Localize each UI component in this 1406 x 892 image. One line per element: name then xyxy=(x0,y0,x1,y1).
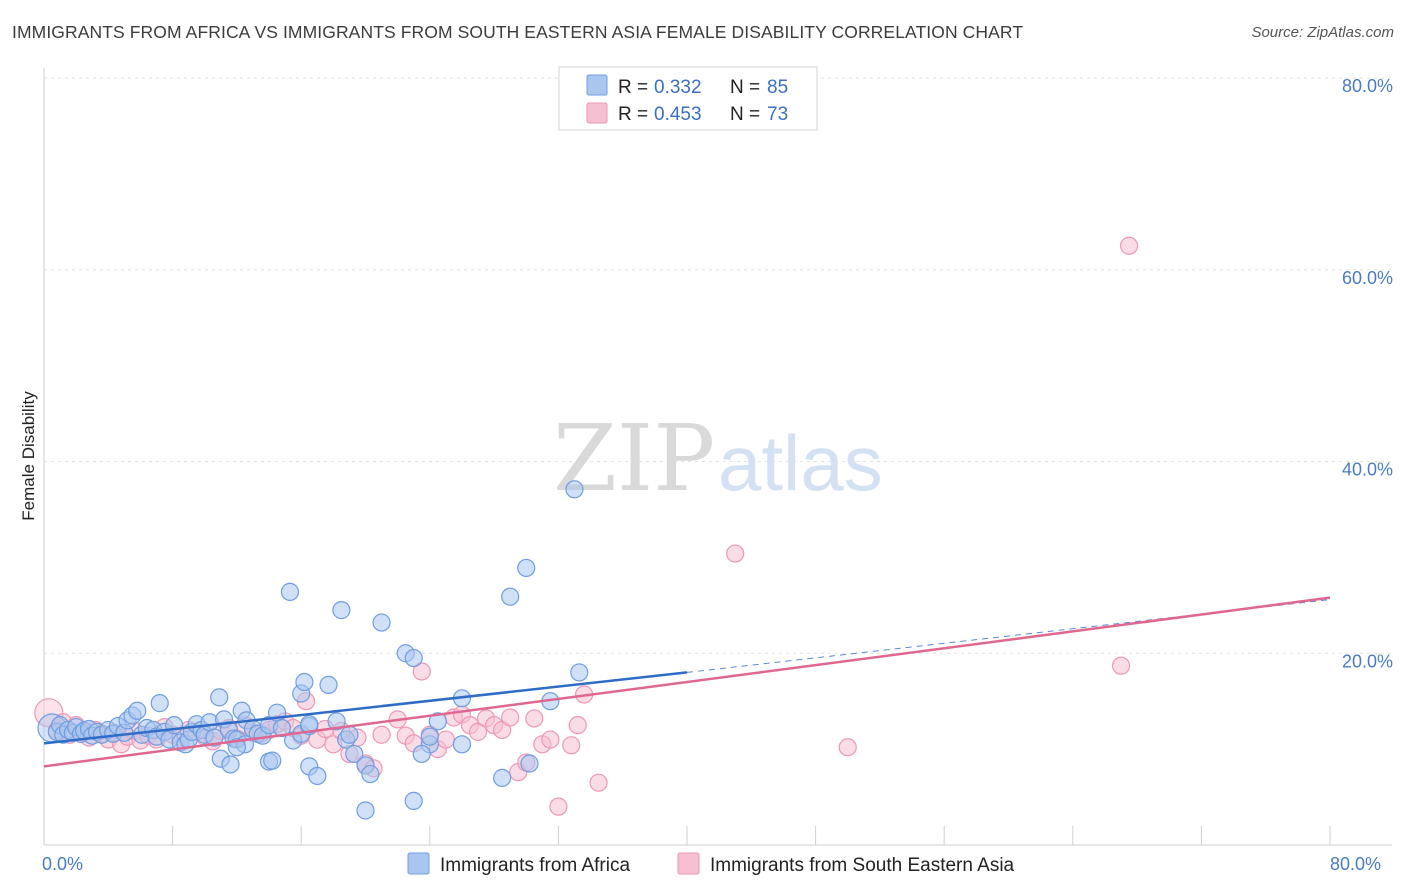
sea-data-point xyxy=(568,716,587,735)
africa-r-value: 0.332 xyxy=(654,77,702,98)
watermark: ZIP atlas xyxy=(553,405,883,512)
africa-data-point xyxy=(319,675,338,694)
africa-data-point xyxy=(356,801,375,820)
sea-data-point xyxy=(501,708,520,727)
sea-n-label: N = xyxy=(730,104,760,125)
y-tick-label: 40.0% xyxy=(1342,460,1393,480)
sea-data-point xyxy=(549,797,568,816)
legend-sea-swatch xyxy=(677,852,700,875)
africa-legend-swatch xyxy=(586,74,608,96)
africa-data-point xyxy=(272,718,292,738)
sea-r-value: 0.453 xyxy=(654,104,702,125)
africa-data-point xyxy=(263,751,282,770)
africa-data-point xyxy=(165,716,184,735)
sea-legend-swatch xyxy=(586,102,608,124)
sea-data-point xyxy=(412,662,431,681)
sea-data-point xyxy=(726,544,745,563)
africa-data-point xyxy=(404,791,423,810)
gridlines xyxy=(44,77,1392,654)
africa-data-point xyxy=(517,558,536,578)
africa-data-point xyxy=(345,744,364,764)
y-axis-tick-labels: 20.0% 40.0% 60.0% 80.0% xyxy=(1342,76,1393,671)
axes xyxy=(43,68,1392,846)
sea-r-label: R = xyxy=(618,104,648,125)
watermark-atlas: atlas xyxy=(718,419,883,507)
y-tick-label: 20.0% xyxy=(1342,651,1393,671)
y-tick-label: 80.0% xyxy=(1342,76,1393,96)
sea-data-point xyxy=(468,722,488,741)
africa-data-point xyxy=(205,728,224,747)
africa-data-point xyxy=(361,764,380,784)
africa-n-label: N = xyxy=(730,77,760,98)
series-legend: Immigrants from Africa Immigrants from S… xyxy=(407,852,1015,876)
sea-trend-line xyxy=(43,596,1331,768)
africa-data-point xyxy=(372,613,391,632)
sea-data-point xyxy=(838,738,857,757)
legend-africa-label: Immigrants from Africa xyxy=(440,855,630,876)
africa-data-point xyxy=(150,694,169,713)
trend-lines xyxy=(43,596,1331,768)
sea-data-point xyxy=(562,736,581,755)
africa-trend-line xyxy=(43,671,688,745)
africa-data-point xyxy=(332,601,351,620)
africa-data-point xyxy=(565,480,584,499)
sea-data-point xyxy=(525,709,544,728)
africa-data-point xyxy=(520,754,539,773)
africa-data-point xyxy=(295,672,314,692)
africa-r-label: R = xyxy=(618,77,648,98)
africa-data-point xyxy=(227,738,246,757)
africa-data-point xyxy=(493,768,512,787)
sea-n-value: 73 xyxy=(767,104,788,125)
sea-data-point xyxy=(436,730,455,749)
y-axis-title: Female Disability xyxy=(19,391,38,521)
sea-data-point xyxy=(1119,236,1139,255)
stats-legend: R = 0.332 N = 85 R = 0.453 N = 73 xyxy=(558,66,818,131)
sea-data-point xyxy=(1111,656,1131,675)
africa-data-point xyxy=(404,648,423,668)
africa-data-point xyxy=(221,755,240,774)
sea-data-point xyxy=(589,773,608,792)
africa-data-point xyxy=(420,727,439,746)
africa-data-point xyxy=(340,725,359,744)
africa-data-point xyxy=(452,735,472,754)
x-tick-label-max: 80.0% xyxy=(1330,854,1381,874)
africa-data-point xyxy=(412,744,431,764)
x-tick-label-min: 0.0% xyxy=(42,854,83,874)
source-credit: Source: ZipAtlas.com xyxy=(1251,24,1394,41)
legend-africa-swatch xyxy=(407,852,430,875)
series-africa-points xyxy=(37,480,589,820)
africa-data-point xyxy=(501,587,520,606)
africa-data-point xyxy=(280,582,300,601)
sea-data-point xyxy=(541,730,560,749)
africa-data-point xyxy=(570,663,589,682)
africa-n-value: 85 xyxy=(767,77,788,98)
africa-data-point xyxy=(428,712,447,731)
africa-data-point xyxy=(128,701,147,720)
chart-title: IMMIGRANTS FROM AFRICA VS IMMIGRANTS FRO… xyxy=(12,22,1024,42)
legend-sea-label: Immigrants from South Eastern Asia xyxy=(710,855,1015,876)
africa-data-point xyxy=(327,712,346,731)
y-tick-label: 60.0% xyxy=(1342,268,1393,288)
africa-data-point xyxy=(210,688,229,707)
africa-data-point xyxy=(308,766,327,786)
sea-data-point xyxy=(372,725,391,744)
x-axis-ticks xyxy=(43,826,1331,845)
